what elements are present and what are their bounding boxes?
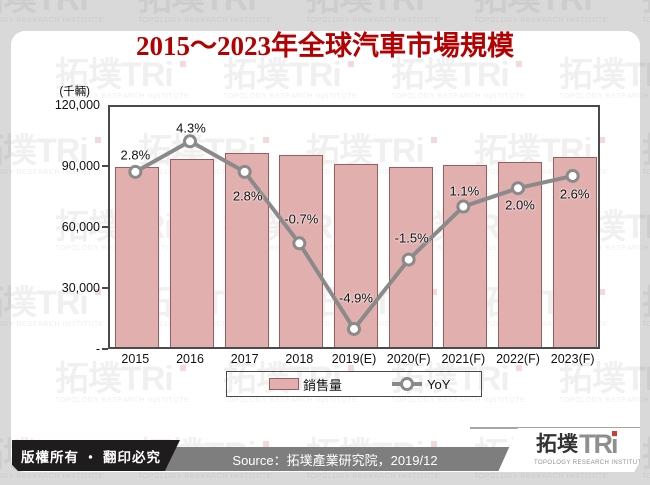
logo-plate: 拓墣TRi TOPOLOGY RESEARCH INSTITUTE [498,428,640,472]
logo-red-dot-icon [611,431,617,436]
yoy-label-2020(F): -1.5% [394,230,429,246]
x-tick-label: 2019(E) [331,352,377,366]
yoy-label-2016: 4.3% [176,120,206,136]
yoy-label-2022(F): 2.0% [505,197,535,213]
yoy-label-2023(F): 2.6% [559,186,590,202]
x-tick-label: 2021(F) [441,352,486,366]
logo-cjk-text: 拓墣 [536,433,578,456]
x-tick-label: 2018 [285,352,314,366]
logo-latin-text: TRi [579,429,618,459]
tri-logo: 拓墣TRi [536,429,618,459]
y-tick-label: 90,000 [61,159,100,173]
yoy-label-2018: -0.7% [284,211,319,227]
bar-2018 [279,154,324,347]
legend-bar-swatch [269,378,299,390]
x-tick-label: 2020(F) [386,352,431,366]
y-tick-label: 30,000 [61,281,100,295]
bar-2016 [170,158,214,347]
legend-line-swatch [392,377,423,391]
logo-plate-top-line [470,427,640,429]
source-bar: Source：拓墣產業研究院，2019/12 [160,447,510,471]
yoy-label-2017: 2.8% [232,188,263,204]
y-axis-unit: (千輛) [59,86,90,98]
x-tick-label: 2015 [121,352,150,366]
bar-2023(F) [552,156,597,347]
source-text: Source：拓墣產業研究院，2019/12 [232,452,438,468]
x-tick-label: 2017 [230,352,259,366]
yoy-label-2015: 2.8% [120,147,151,163]
plot-area [108,105,600,349]
legend-line-marker-icon [400,377,415,391]
copyright-text: 版權所有 ‧ 翻印必究 [20,449,161,465]
logo-subtext: TOPOLOGY RESEARCH INSTITUTE [534,460,646,466]
x-tick-label: 2023(F) [550,352,595,366]
copyright-box: 版權所有 ‧ 翻印必究 [12,440,180,471]
legend-line-label: YoY [427,376,451,392]
y-tick-label: 120,000 [54,98,100,112]
y-tick-mark [102,226,108,228]
yoy-label-2019(E): -4.9% [339,290,373,306]
bar-2015 [115,166,160,347]
bar-2020(F) [388,167,433,347]
y-tick-mark [102,348,108,350]
x-tick-label: 2022(F) [496,352,540,366]
y-tick-mark [102,165,108,167]
y-tick-label: 60,000 [61,220,100,234]
y-tick-mark [102,287,108,289]
chart-title: 2015～2023年全球汽車市場規模 [136,31,514,61]
bar-2022(F) [498,161,542,347]
legend: 銷售量 YoY [226,371,482,397]
bar-2019(E) [334,164,378,347]
y-tick-label: - [95,342,100,356]
yoy-label-2021(F): 1.1% [449,183,480,199]
legend-bar-label: 銷售量 [303,377,343,393]
bar-2017 [224,153,269,347]
x-tick-label: 2016 [176,352,204,366]
